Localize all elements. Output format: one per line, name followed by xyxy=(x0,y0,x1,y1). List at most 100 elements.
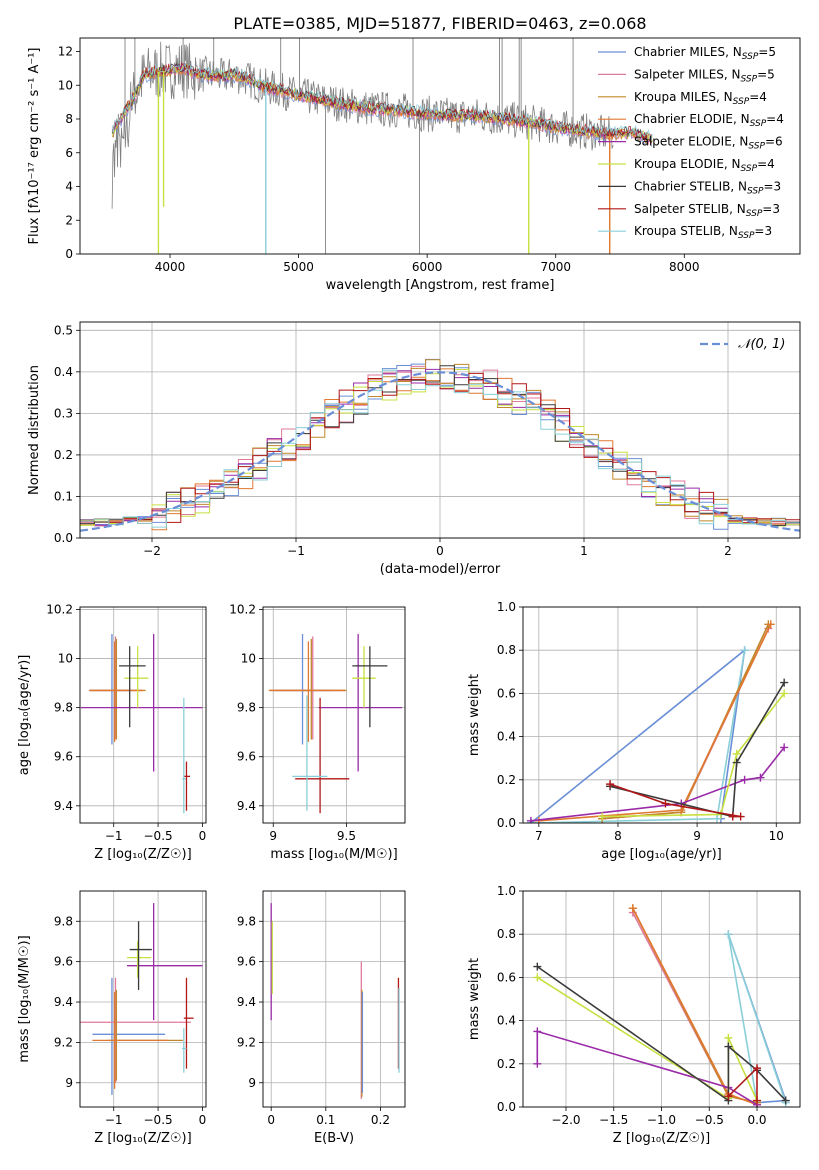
legend-entry-subscript: SSP xyxy=(748,142,765,152)
x-tick-label: 2 xyxy=(724,544,732,558)
y-tick-label: 10.2 xyxy=(46,602,73,616)
legend-entry: Chabrier STELIB, NSSP=3 xyxy=(634,179,781,196)
spectrum-panel: 4000 5000 6000 7000 8000 0 2 4 6 8 10 12 wavelength … xyxy=(27,37,801,293)
y-tick-label: 9.4 xyxy=(54,995,73,1009)
model-spectrum-line xyxy=(111,63,653,142)
mass-weight-series xyxy=(632,907,758,1106)
legend-entry-text: Kroupa MILES, N xyxy=(634,90,733,104)
y-tick-label: 9.8 xyxy=(54,701,73,715)
mass-weight-series xyxy=(602,692,785,818)
errorbar-point xyxy=(268,641,345,742)
x-tick-label: −1 xyxy=(287,544,305,558)
age-vs-Z-panel: −1 −0.5 0 9.4 9.6 9.8 10 10.2 Z [log₁₀(Z/Z☉)] age… xyxy=(17,602,207,862)
mass-weight-marker xyxy=(780,743,789,752)
mass-vs-Z-y-axis-label: mass [log₁₀(M/M☉)] xyxy=(17,935,32,1062)
errorbar-point xyxy=(292,695,328,811)
y-tick-label: 0.2 xyxy=(497,1057,516,1071)
errorbar-point xyxy=(182,697,186,814)
residual-histogram-series xyxy=(80,369,800,538)
legend-entry-value: =4 xyxy=(757,157,775,171)
mass-weight-series xyxy=(632,907,758,1104)
age-vs-Z-x-axis-label: Z [log₁₀(Z/Z☉)] xyxy=(94,847,191,862)
mass-weight-marker xyxy=(736,812,745,821)
y-tick-label: 10 xyxy=(58,652,73,666)
y-tick-label: 9.6 xyxy=(237,750,256,764)
x-tick-label: 7 xyxy=(535,829,543,843)
y-tick-label: 1.0 xyxy=(497,884,516,898)
spectrum-plot-area xyxy=(111,38,653,254)
mass-weight-series xyxy=(536,976,758,1101)
y-tick-label: 0.8 xyxy=(497,927,516,941)
residuals-plot-area xyxy=(80,358,800,538)
y-tick-label: 0.0 xyxy=(497,816,516,830)
x-tick-label: 9 xyxy=(269,829,277,843)
x-tick-label: −1.5 xyxy=(599,1113,628,1127)
y-tick-label: 0 xyxy=(65,247,73,261)
massweight-vs-age-y-axis-label: mass weight xyxy=(467,674,482,756)
legend-entry-value: =6 xyxy=(765,135,783,149)
legend-entry-subscript: SSP xyxy=(750,119,767,129)
massweight-vs-Z-plot-area xyxy=(533,904,790,1107)
errorbar-point xyxy=(276,636,345,740)
mass-weight-marker xyxy=(526,816,535,823)
mass-vs-Z-x-axis-label: Z [log₁₀(Z/Z☉)] xyxy=(94,1131,191,1146)
age-vs-mass-frame xyxy=(262,606,406,824)
mass-vs-EBV-x-axis-label: E(B-V) xyxy=(314,1131,354,1146)
mass-weight-marker xyxy=(740,646,749,655)
mass-weight-marker xyxy=(661,799,670,808)
mass-weight-marker xyxy=(724,1042,733,1051)
mass-weight-marker xyxy=(724,1033,733,1042)
mass-weight-marker xyxy=(753,1064,762,1073)
y-tick-label: 6 xyxy=(65,146,73,160)
residuals-panel: −2 −1 0 1 2 0.0 0.1 0.2 0.3 0.4 0.5 (data-model)/er… xyxy=(27,321,801,577)
y-tick-label: 0.4 xyxy=(497,1014,516,1028)
mass-vs-Z-frame xyxy=(79,890,207,1108)
errorbar-point xyxy=(119,646,146,728)
legend-entry-subscript: SSP xyxy=(742,52,759,62)
legend-entry: Kroupa STELIB, NSSP=3 xyxy=(634,224,772,241)
errorbar-point xyxy=(183,761,191,811)
x-tick-label: −0.5 xyxy=(144,1113,173,1127)
errorbar-point xyxy=(88,636,143,740)
x-tick-label: 0 xyxy=(199,829,207,843)
massweight-vs-age-plot-area xyxy=(526,620,789,823)
y-tick-label: 4 xyxy=(65,180,73,194)
errorbar-point xyxy=(92,634,130,745)
legend-entry-subscript: SSP xyxy=(747,186,764,196)
x-tick-label: 0.2 xyxy=(371,1113,390,1127)
legend-entry-text: Salpeter MILES, N xyxy=(634,67,741,81)
residuals-x-axis-label: (data-model)/error xyxy=(380,562,501,577)
y-tick-label: 0.5 xyxy=(54,323,73,337)
residual-histogram-series xyxy=(80,369,800,538)
errorbar-point xyxy=(127,903,203,1021)
legend-entry-text: Chabrier ELODIE, N xyxy=(634,112,750,126)
legend-entry-text: Salpeter STELIB, N xyxy=(634,202,746,216)
errorbar-point xyxy=(89,641,143,742)
mass-weight-marker xyxy=(724,930,733,939)
legend-entry: Salpeter MILES, NSSP=5 xyxy=(634,67,775,84)
x-tick-label: 0 xyxy=(436,544,444,558)
y-tick-label: 0.2 xyxy=(54,448,73,462)
errorbar-point xyxy=(92,991,168,1089)
legend-entry-value: =5 xyxy=(757,67,775,81)
spectrum-x-axis-label: wavelength [Angstrom, rest frame] xyxy=(326,278,555,293)
y-tick-label: 9.4 xyxy=(237,799,256,813)
mass-weight-marker xyxy=(533,962,542,971)
y-tick-label: 12 xyxy=(58,45,73,59)
massweight-vs-Z-y-axis-label: mass weight xyxy=(467,958,482,1040)
spectrum-y-axis-label: Flux [fλ10⁻¹⁷ erg cm⁻² s⁻¹ A⁻¹] xyxy=(27,48,42,245)
legend-entry-value: =3 xyxy=(754,224,772,238)
massweight-vs-age-panel: 7 8 9 10 0.0 0.2 0.4 0.6 0.8 1.0 age [log₁₀(age/yr… xyxy=(467,600,801,862)
mass-weight-marker xyxy=(598,812,607,821)
legend-entry: Chabrier MILES, NSSP=5 xyxy=(634,45,776,62)
legend-entry-text: Kroupa STELIB, N xyxy=(634,224,738,238)
x-tick-label: 8 xyxy=(614,829,622,843)
y-tick-label: 0.6 xyxy=(497,970,516,984)
y-tick-label: 0.6 xyxy=(497,686,516,700)
y-tick-label: 9.4 xyxy=(237,995,256,1009)
massweight-vs-age-frame xyxy=(522,606,801,824)
mass-weight-marker xyxy=(756,773,765,782)
age-vs-mass-panel: 9 9.5 9.4 9.6 9.8 10 10.2 mass [log₁₀(M/M☉)] xyxy=(229,602,406,862)
x-tick-label: 0 xyxy=(267,1113,275,1127)
x-tick-label: 4000 xyxy=(155,260,186,274)
